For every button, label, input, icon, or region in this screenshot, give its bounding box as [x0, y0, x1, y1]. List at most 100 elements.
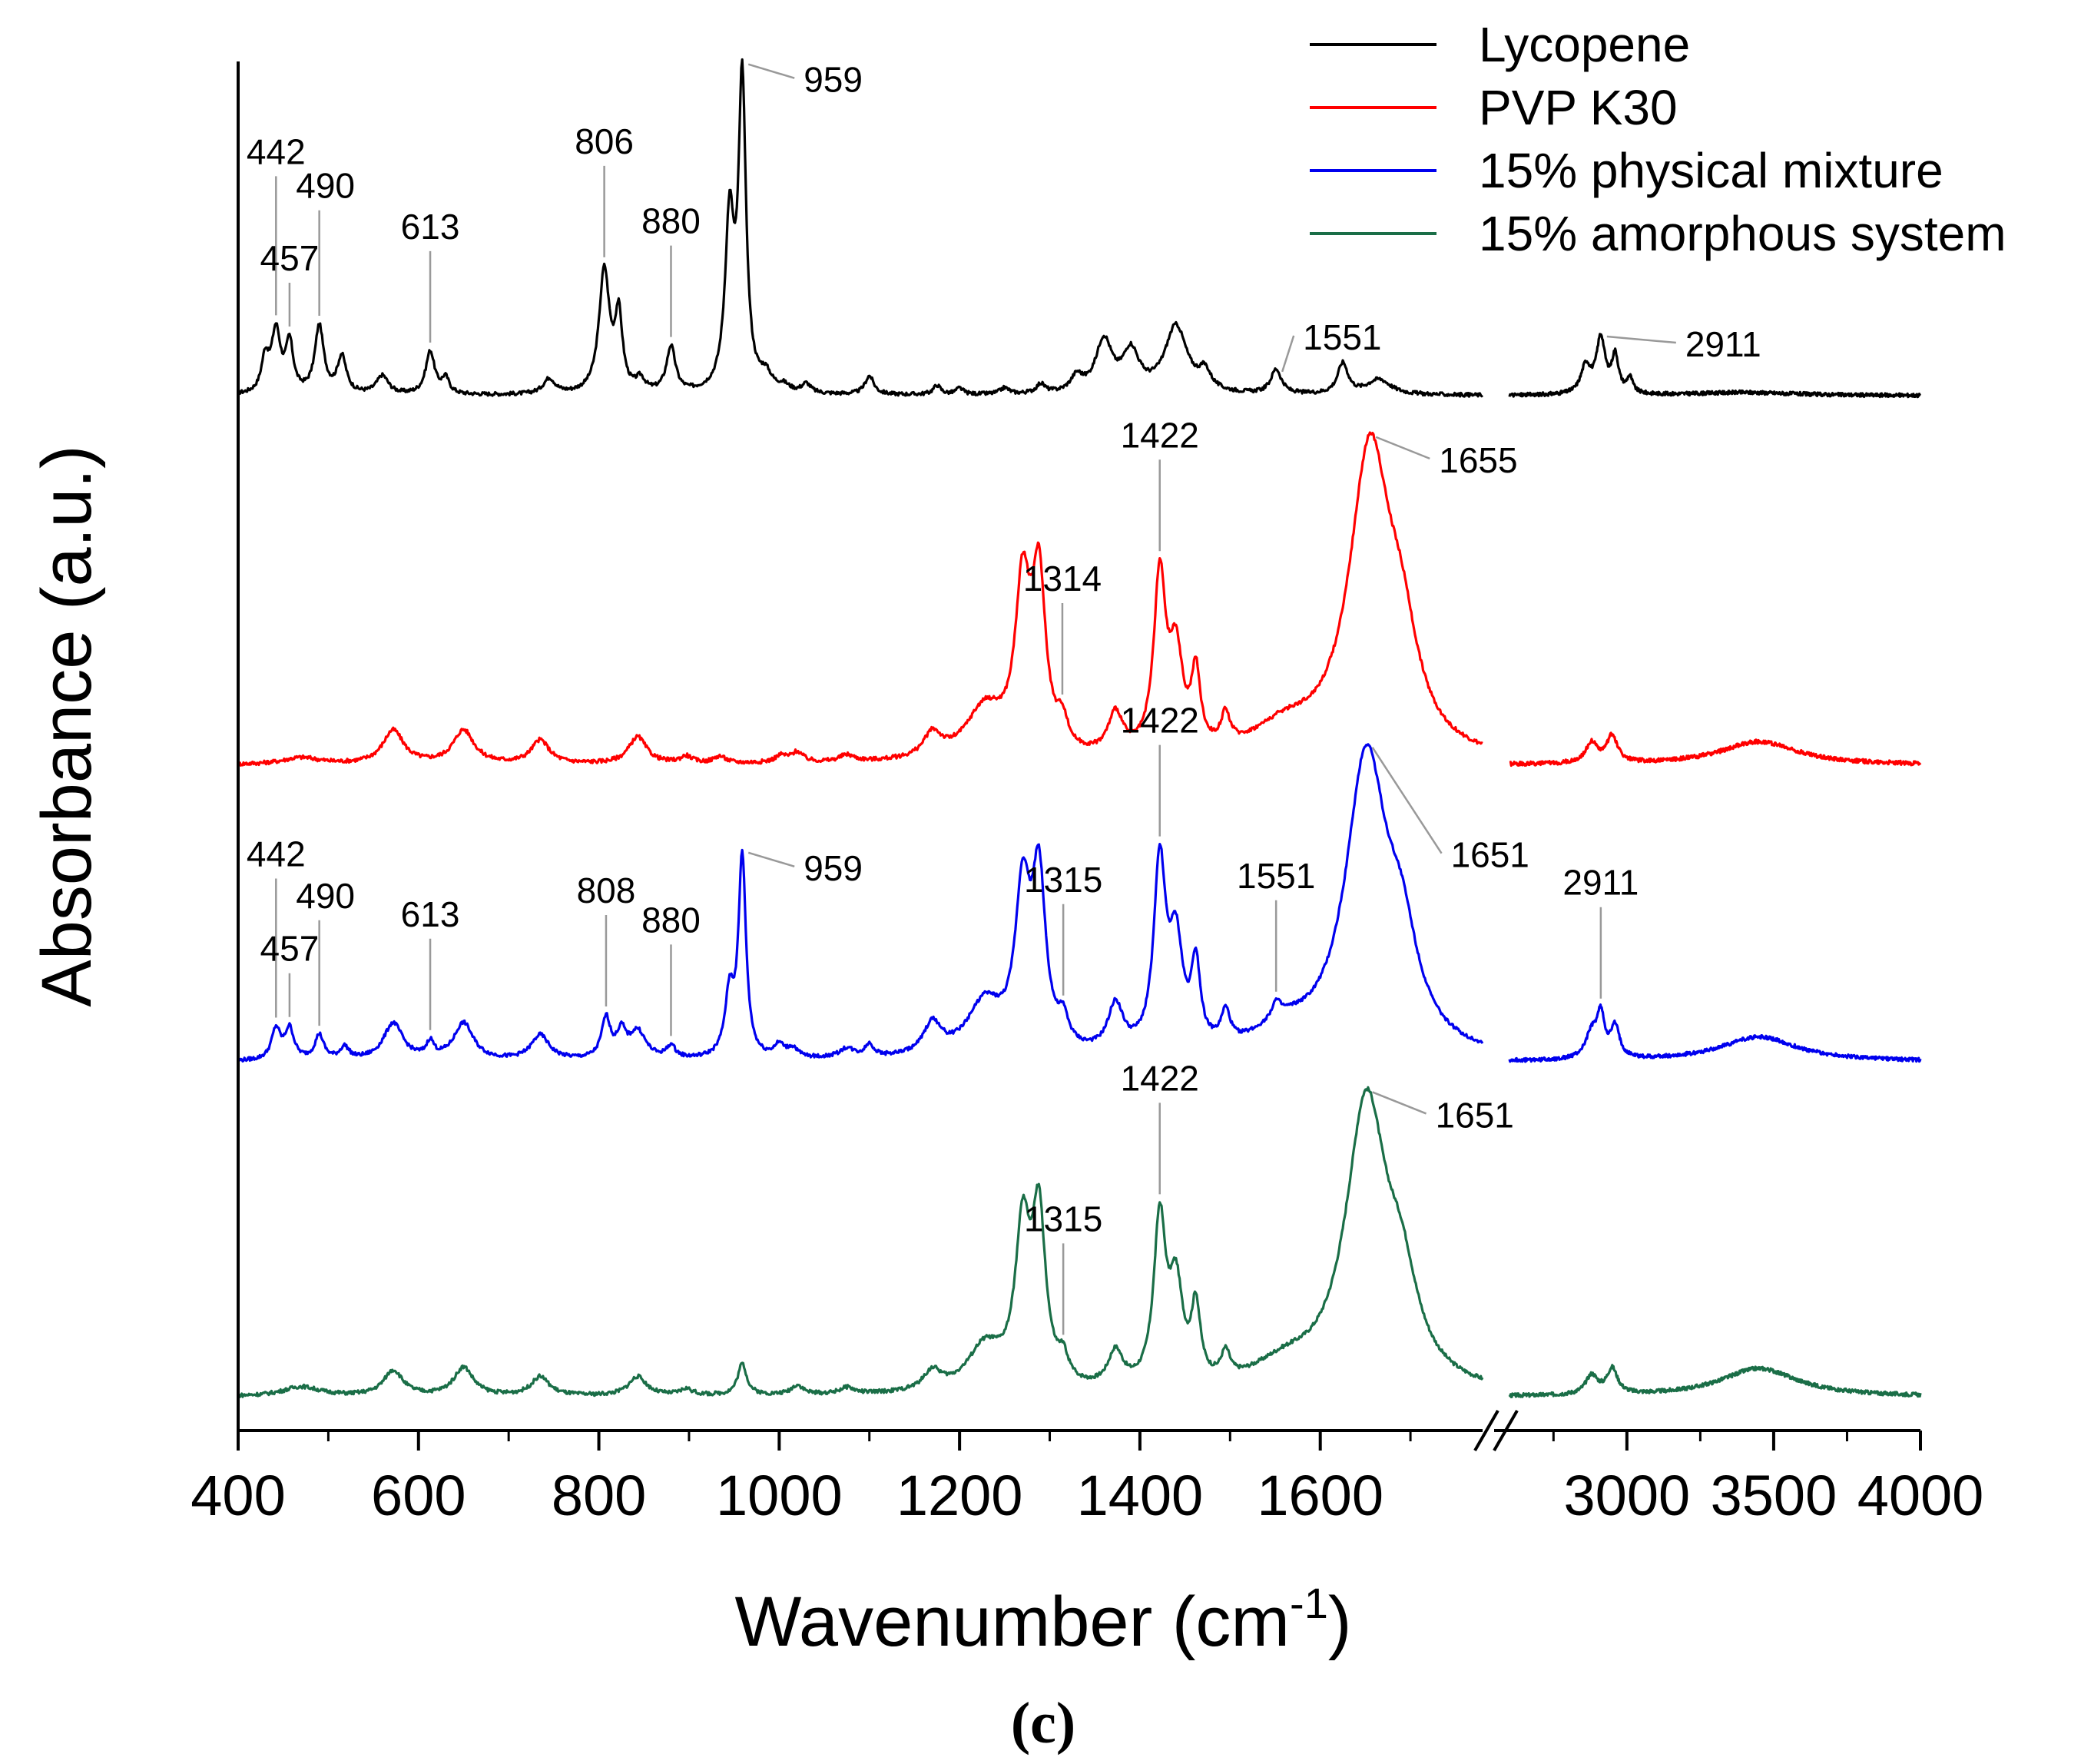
series-15-physical-mixture: [237, 743, 1922, 1063]
peak-label-text: 1422: [1121, 1058, 1199, 1098]
peak-leader-line: [1375, 436, 1430, 460]
peak-label-2911: 2911: [1606, 324, 1761, 364]
legend-label: 15% physical mixture: [1479, 143, 1943, 198]
x-tick-label: 1600: [1257, 1464, 1383, 1527]
peak-label-text: 442: [247, 131, 306, 171]
x-axis-title-main: Wavenumber (cm: [735, 1583, 1291, 1661]
series-lycopene: [237, 58, 1921, 399]
legend-entry: Lycopene: [1310, 17, 1690, 72]
peak-label-text: 1422: [1121, 415, 1199, 455]
series-line: [237, 1086, 1484, 1398]
legend: Lycopene PVP K30 15% physical mixture 15% a…: [1310, 17, 2006, 261]
x-tick-label: 3500: [1711, 1464, 1837, 1527]
peak-label-490: 490: [296, 876, 355, 1026]
peak-leader-line: [1372, 1091, 1427, 1115]
peak-label-806: 806: [575, 121, 634, 257]
x-tick-label: 800: [552, 1464, 646, 1527]
series-line: [237, 431, 1483, 767]
x-tick-label: 3000: [1564, 1464, 1691, 1527]
peak-label-text: 1315: [1024, 1199, 1102, 1238]
peak-label-text: 880: [641, 201, 701, 241]
series-line: [1508, 333, 1921, 399]
series-line: [237, 58, 1484, 398]
peak-label-text: 1651: [1451, 835, 1529, 875]
peak-label-457: 457: [260, 929, 320, 1017]
peak-label-text: 442: [247, 834, 306, 874]
x-tick-label: 1000: [716, 1464, 843, 1527]
peak-label-text: 1315: [1024, 860, 1102, 900]
peak-label-text: 959: [804, 848, 863, 888]
x-tick-label: 4000: [1857, 1464, 1984, 1527]
peak-leader-line: [1606, 335, 1676, 344]
x-axis-title-superscript: -1: [1290, 1579, 1328, 1627]
legend-entry: PVP K30: [1310, 80, 1678, 135]
x-tick-label: 600: [371, 1464, 466, 1527]
x-tick-label: 400: [191, 1464, 285, 1527]
peak-label-1315: 1315: [1024, 1199, 1102, 1335]
peak-label-text: 1655: [1439, 440, 1517, 480]
peak-label-959: 959: [747, 848, 863, 888]
peak-label-text: 613: [401, 894, 460, 934]
peak-label-text: 1422: [1121, 701, 1199, 741]
peak-label-613: 613: [401, 894, 460, 1030]
y-axis-title: Absorbance (a.u.): [28, 445, 106, 1006]
series-line: [1509, 731, 1922, 768]
peak-label-1651: 1651: [1372, 1091, 1514, 1135]
x-axis-title-close: ): [1328, 1583, 1352, 1661]
axis-break-mark: [1493, 1410, 1519, 1451]
series-line: [1508, 1003, 1922, 1063]
peak-label-1551: 1551: [1281, 317, 1382, 373]
peak-label-1422: 1422: [1121, 415, 1199, 552]
series-pvp-k30: [237, 431, 1922, 768]
x-axis-title: Wavenumber (cm-1): [735, 1579, 1352, 1661]
peak-label-1551: 1551: [1237, 856, 1315, 992]
legend-label: 15% amorphous system: [1479, 206, 2006, 261]
peak-label-880: 880: [641, 201, 701, 337]
peak-label-1655: 1655: [1375, 436, 1518, 480]
peak-label-text: 2911: [1562, 863, 1639, 903]
peak-label-text: 2911: [1685, 324, 1761, 364]
peak-label-959: 959: [747, 60, 863, 100]
peak-label-text: 490: [296, 166, 355, 206]
peak-label-490: 490: [296, 166, 355, 317]
peak-label-text: 1551: [1237, 856, 1315, 896]
peak-label-text: 1551: [1303, 317, 1381, 357]
legend-label: PVP K30: [1479, 80, 1678, 135]
legend-entry: 15% physical mixture: [1310, 143, 1943, 198]
axis-break-mark: [1473, 1410, 1499, 1451]
peak-label-text: 1314: [1023, 559, 1102, 598]
peak-label-1314: 1314: [1023, 559, 1102, 695]
peak-label-808: 808: [577, 870, 636, 1007]
series-line: [237, 743, 1484, 1063]
panel-label: (c): [1011, 1691, 1075, 1756]
peak-label-text: 880: [641, 900, 701, 940]
peak-label-1315: 1315: [1024, 860, 1102, 996]
peak-label-text: 806: [575, 121, 634, 161]
peak-label-2911: 2911: [1562, 863, 1639, 999]
peak-label-457: 457: [260, 238, 320, 327]
legend-entry: 15% amorphous system: [1310, 206, 2006, 261]
series-layer: [237, 58, 1922, 1398]
peak-label-1422: 1422: [1121, 701, 1199, 837]
peak-label-text: 457: [260, 929, 320, 969]
peak-label-1422: 1422: [1121, 1058, 1199, 1195]
peak-label-text: 808: [577, 870, 636, 910]
peak-label-text: 457: [260, 238, 320, 278]
peak-label-1651: 1651: [1371, 747, 1529, 875]
peak-leader-line: [1281, 335, 1295, 373]
peak-label-text: 1651: [1436, 1095, 1514, 1135]
axis-layer: 400 600 800 1000 1200 1400 1600 3000 3500 4000: [191, 61, 1983, 1527]
x-tick-label: 1400: [1077, 1464, 1204, 1527]
peak-label-text: 490: [296, 876, 355, 916]
peak-label-613: 613: [401, 207, 460, 343]
peak-label-442: 442: [247, 131, 306, 316]
peak-leader-line: [1371, 747, 1443, 854]
x-tick-label: 1200: [896, 1464, 1023, 1527]
peak-label-442: 442: [247, 834, 306, 1018]
legend-label: Lycopene: [1479, 17, 1690, 72]
peak-label-text: 613: [401, 207, 460, 247]
peak-label-880: 880: [641, 900, 701, 1036]
peak-label-text: 959: [804, 60, 863, 100]
